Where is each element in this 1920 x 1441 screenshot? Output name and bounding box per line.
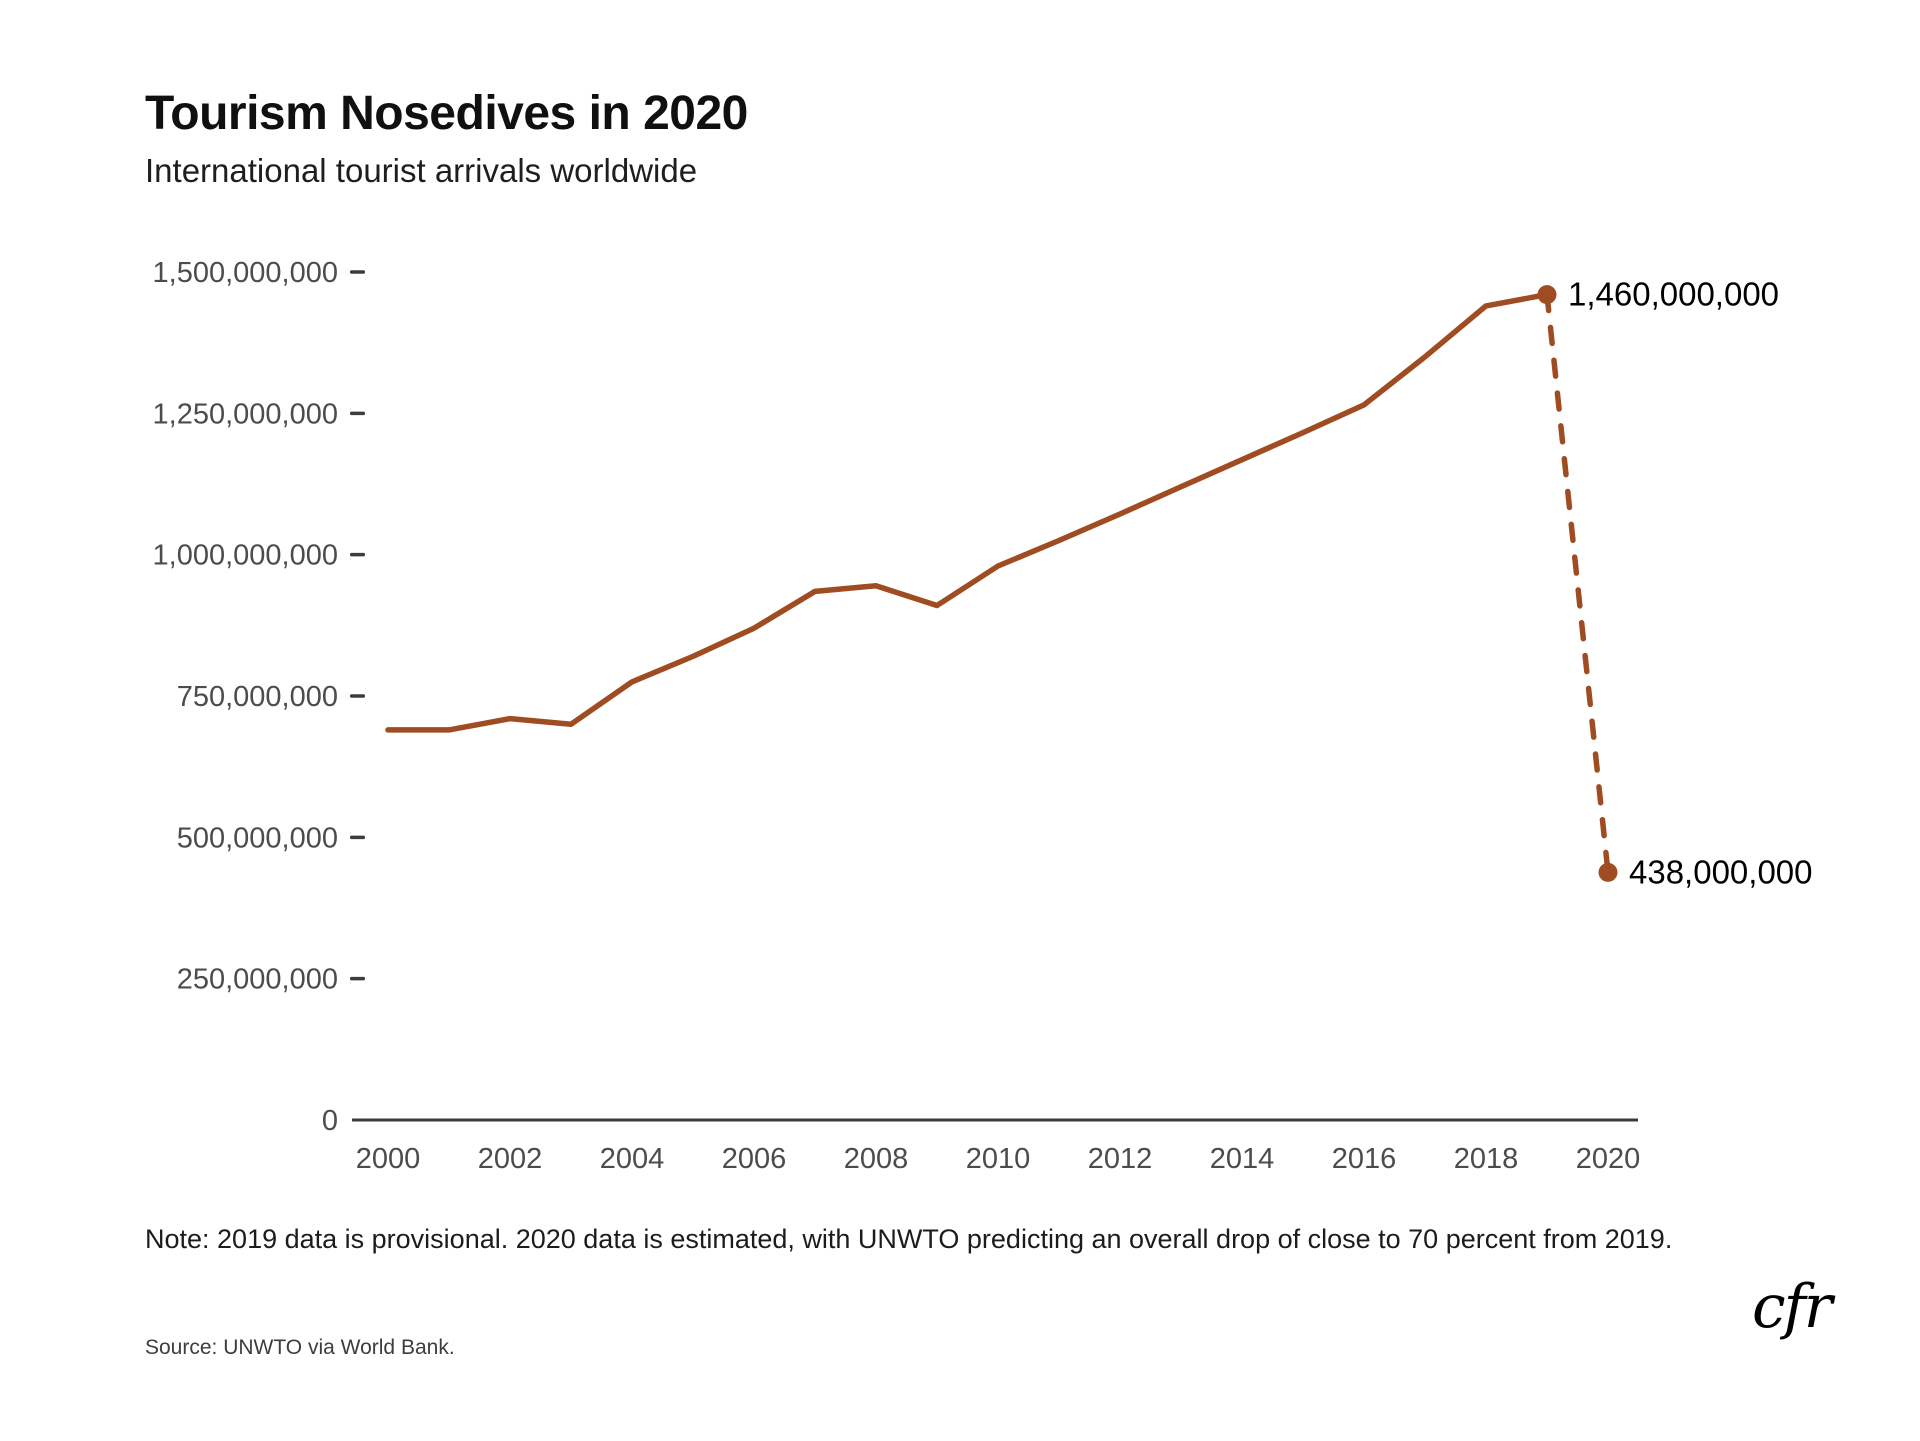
- x-axis-tick-label: 2004: [600, 1143, 665, 1175]
- value-label-2019: 1,460,000,000: [1568, 276, 1779, 313]
- y-axis-tick-label: 250,000,000: [177, 964, 338, 996]
- x-axis-tick-label: 2000: [356, 1143, 421, 1175]
- x-axis-tick-label: 2010: [966, 1143, 1031, 1175]
- x-axis-tick-label: 2008: [844, 1143, 909, 1175]
- data-point-2019: [1537, 285, 1557, 305]
- chart-note: Note: 2019 data is provisional. 2020 dat…: [145, 1224, 1673, 1254]
- y-axis-tick-mark: [350, 411, 365, 416]
- y-axis-tick-label: 0: [322, 1105, 338, 1137]
- x-axis-tick-label: 2014: [1210, 1143, 1275, 1175]
- projection-dashed-line: [1544, 291, 1611, 876]
- x-axis-tick-label: 2012: [1088, 1143, 1153, 1175]
- y-axis-tick-label: 500,000,000: [177, 822, 338, 854]
- x-axis-tick-label: 2016: [1332, 1143, 1397, 1175]
- chart-subtitle: International tourist arrivals worldwide: [145, 152, 698, 189]
- value-label-2020: 438,000,000: [1629, 853, 1813, 890]
- data-point-2020: [1598, 862, 1618, 882]
- chart-title: Tourism Nosedives in 2020: [145, 87, 748, 140]
- x-axis-tick-label: 2020: [1576, 1143, 1641, 1175]
- y-axis-tick-label: 1,500,000,000: [153, 257, 338, 289]
- y-axis-tick-label: 1,250,000,000: [153, 398, 338, 430]
- cfr-logo: cfr: [1752, 1272, 1832, 1342]
- y-axis-tick-mark: [350, 270, 365, 274]
- y-axis-tick-label: 750,000,000: [177, 681, 338, 713]
- y-axis-tick-mark: [350, 976, 365, 981]
- y-axis-tick-label: 1,000,000,000: [153, 540, 338, 572]
- x-axis-tick-label: 2018: [1454, 1143, 1519, 1175]
- chart-source: Source: UNWTO via World Bank.: [145, 1336, 455, 1359]
- y-axis-tick-mark: [350, 552, 365, 557]
- y-axis-tick-mark: [350, 835, 365, 840]
- y-axis-tick-mark: [350, 694, 365, 698]
- arrivals-line: [385, 291, 1550, 733]
- x-axis-tick-label: 2006: [722, 1143, 787, 1175]
- x-axis-tick-label: 2002: [478, 1143, 543, 1175]
